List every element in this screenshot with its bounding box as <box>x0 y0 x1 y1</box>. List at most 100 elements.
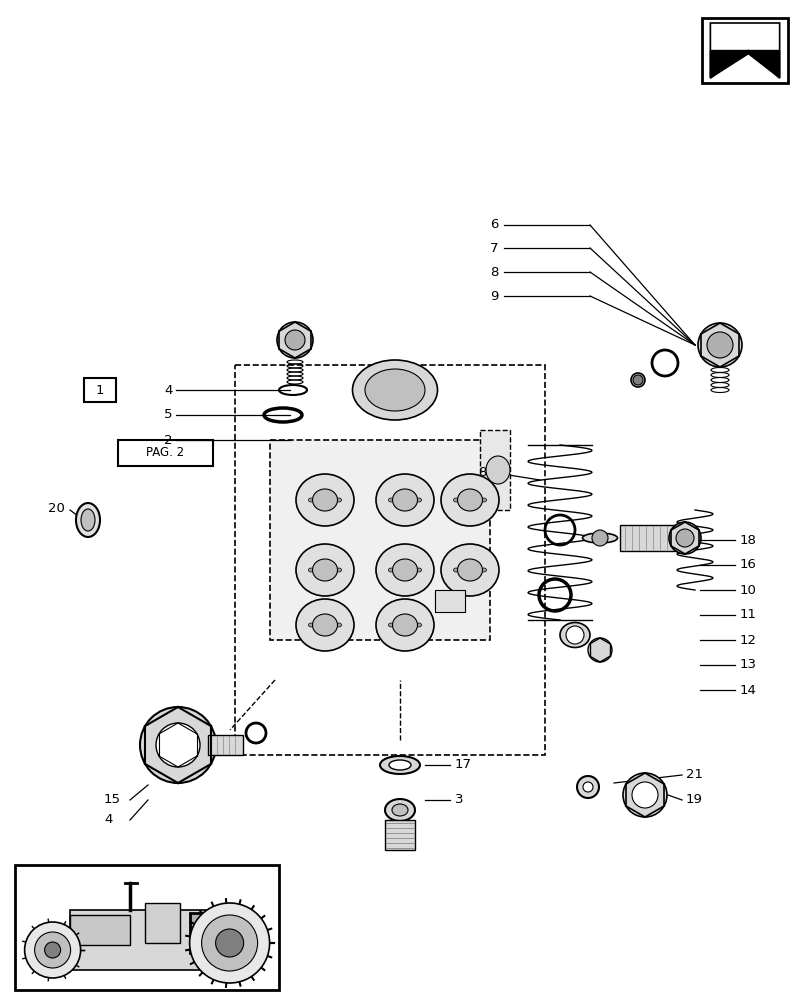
Ellipse shape <box>375 474 433 526</box>
Ellipse shape <box>312 489 337 511</box>
Bar <box>234 365 544 755</box>
Ellipse shape <box>327 568 332 572</box>
Text: 15: 15 <box>104 793 121 806</box>
Ellipse shape <box>392 614 417 636</box>
Ellipse shape <box>406 623 412 627</box>
Circle shape <box>633 375 642 385</box>
Text: 18: 18 <box>739 534 756 546</box>
Ellipse shape <box>471 568 477 572</box>
Ellipse shape <box>327 623 332 627</box>
Ellipse shape <box>560 622 590 648</box>
Ellipse shape <box>453 498 458 502</box>
Text: 6: 6 <box>489 219 498 232</box>
Ellipse shape <box>392 489 417 511</box>
Circle shape <box>285 330 305 350</box>
Ellipse shape <box>336 568 341 572</box>
Polygon shape <box>710 51 779 78</box>
Circle shape <box>139 707 216 783</box>
Ellipse shape <box>308 498 313 502</box>
Ellipse shape <box>462 498 467 502</box>
Text: 17: 17 <box>454 758 471 772</box>
Text: 19: 19 <box>685 793 702 806</box>
Bar <box>144 903 179 943</box>
Bar <box>270 440 489 640</box>
Bar <box>70 915 130 945</box>
Bar <box>702 18 787 83</box>
Circle shape <box>190 903 269 983</box>
Circle shape <box>668 522 700 554</box>
Ellipse shape <box>481 498 486 502</box>
Circle shape <box>565 626 583 644</box>
Bar <box>190 913 230 953</box>
Ellipse shape <box>327 498 332 502</box>
Ellipse shape <box>312 559 337 581</box>
Ellipse shape <box>457 489 482 511</box>
Ellipse shape <box>397 568 402 572</box>
Ellipse shape <box>581 533 616 543</box>
Ellipse shape <box>375 599 433 651</box>
Ellipse shape <box>397 498 402 502</box>
Ellipse shape <box>440 474 499 526</box>
Ellipse shape <box>296 599 354 651</box>
Text: 8: 8 <box>489 265 498 278</box>
Bar <box>118 440 212 466</box>
Ellipse shape <box>630 373 644 387</box>
Ellipse shape <box>392 804 407 816</box>
Text: 14: 14 <box>739 684 756 696</box>
Ellipse shape <box>471 498 477 502</box>
Text: 16: 16 <box>739 558 756 572</box>
Circle shape <box>216 929 243 957</box>
Circle shape <box>591 530 607 546</box>
Ellipse shape <box>486 456 509 484</box>
Circle shape <box>587 638 611 662</box>
Ellipse shape <box>416 498 421 502</box>
Circle shape <box>45 942 61 958</box>
Bar <box>84 378 116 402</box>
Ellipse shape <box>365 369 424 411</box>
Ellipse shape <box>406 498 412 502</box>
Ellipse shape <box>380 756 419 774</box>
Bar <box>384 820 414 850</box>
Ellipse shape <box>388 760 410 770</box>
Ellipse shape <box>577 776 599 798</box>
Circle shape <box>35 932 71 968</box>
Ellipse shape <box>388 568 393 572</box>
Circle shape <box>201 915 257 971</box>
Ellipse shape <box>375 544 433 596</box>
Ellipse shape <box>392 559 417 581</box>
Ellipse shape <box>81 509 95 531</box>
Text: 4: 4 <box>164 383 172 396</box>
Ellipse shape <box>317 568 323 572</box>
Ellipse shape <box>352 360 437 420</box>
Circle shape <box>156 723 200 767</box>
Bar <box>435 590 465 612</box>
Ellipse shape <box>384 799 414 821</box>
Text: 10: 10 <box>739 584 756 596</box>
Bar <box>70 910 209 970</box>
Ellipse shape <box>336 623 341 627</box>
Ellipse shape <box>336 498 341 502</box>
Text: 5: 5 <box>164 408 172 422</box>
Ellipse shape <box>416 568 421 572</box>
Circle shape <box>631 782 657 808</box>
Bar <box>208 735 242 755</box>
Text: 8: 8 <box>478 466 486 479</box>
Text: 13: 13 <box>739 658 756 672</box>
Ellipse shape <box>453 568 458 572</box>
Ellipse shape <box>457 559 482 581</box>
Ellipse shape <box>317 623 323 627</box>
Bar <box>479 430 509 510</box>
Ellipse shape <box>76 503 100 537</box>
Ellipse shape <box>440 544 499 596</box>
Text: 21: 21 <box>685 768 702 781</box>
Circle shape <box>697 323 741 367</box>
Ellipse shape <box>406 568 412 572</box>
Text: 20: 20 <box>48 502 65 514</box>
Ellipse shape <box>416 623 421 627</box>
Ellipse shape <box>308 568 313 572</box>
Text: 3: 3 <box>454 793 463 806</box>
Text: 4: 4 <box>104 813 112 826</box>
Text: 9: 9 <box>489 290 498 302</box>
Bar <box>15 865 278 990</box>
Ellipse shape <box>582 782 592 792</box>
